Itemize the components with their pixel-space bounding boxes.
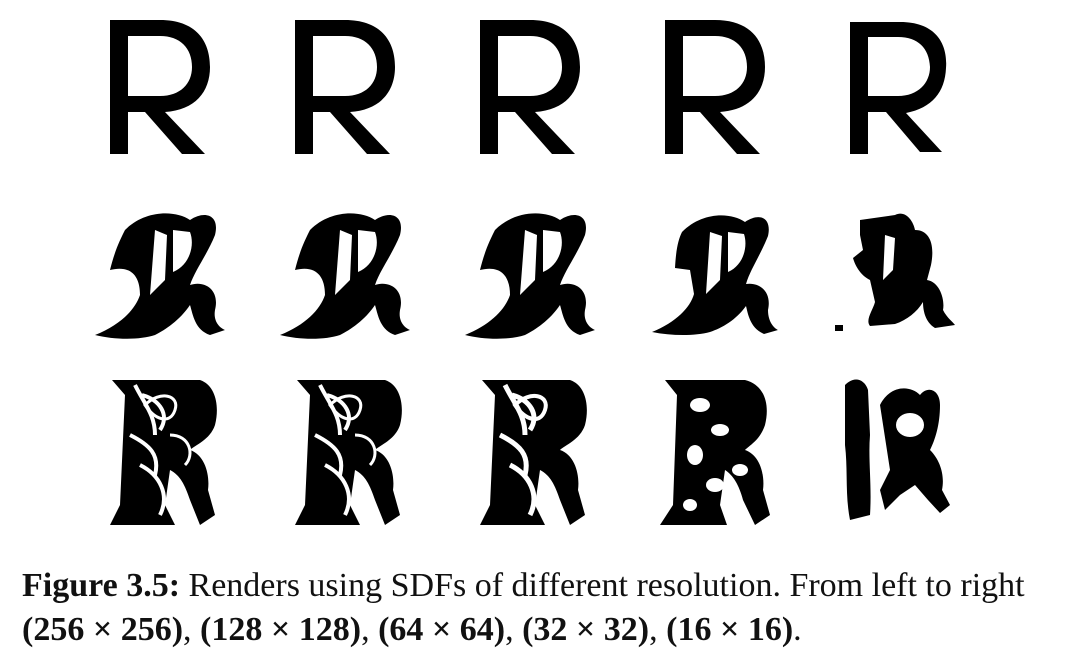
caption-res-128: (128 × 128): [200, 611, 362, 648]
figure-svg: [95, 20, 955, 525]
ornamental-r-64: [480, 380, 587, 525]
caption-end: .: [793, 611, 802, 648]
sans-r-16: [850, 21, 947, 155]
caption-res-256: (256 × 256): [22, 611, 184, 648]
blackletter-r-16: [835, 213, 955, 331]
ornamental-r-256: [110, 380, 217, 525]
caption-label: Figure 3.5:: [22, 567, 181, 604]
caption-sep: ,: [361, 611, 379, 648]
blackletter-r-32: [652, 215, 778, 335]
sans-r-32: [665, 20, 765, 154]
row-blackletter: [95, 213, 955, 339]
caption-sep: ,: [183, 611, 201, 648]
sans-r-128: [295, 20, 395, 154]
row-ornamental: [110, 379, 950, 525]
caption-text: Renders using SDFs of different resoluti…: [180, 567, 1025, 604]
caption-res-64: (64 × 64): [378, 611, 506, 648]
caption-res-16: (16 × 16): [666, 611, 794, 648]
sans-r-256: [110, 20, 210, 154]
ornamental-r-16: [845, 379, 950, 520]
sans-r-64: [480, 20, 580, 154]
figure-grid: [95, 20, 955, 525]
figure-caption: Figure 3.5: Renders using SDFs of differ…: [22, 564, 1062, 652]
ornamental-r-32: [660, 380, 770, 525]
row-sans-serif: [110, 20, 947, 155]
caption-sep: ,: [505, 611, 523, 648]
caption-sep: ,: [649, 611, 667, 648]
blackletter-r-128: [280, 213, 410, 339]
blackletter-r-256: [95, 213, 225, 339]
blackletter-r-64: [465, 213, 595, 339]
ornamental-r-128: [295, 380, 402, 525]
caption-res-32: (32 × 32): [522, 611, 650, 648]
